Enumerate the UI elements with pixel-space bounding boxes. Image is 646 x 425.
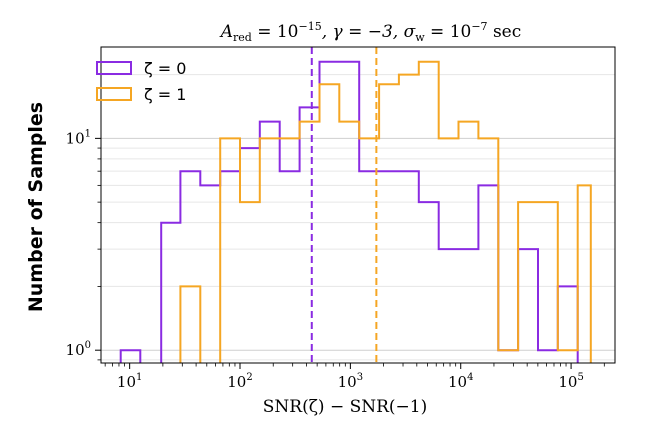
series-0-histogram-step <box>119 60 579 363</box>
y-tick-base: 10 <box>66 341 85 359</box>
x-tick-exp: 1 <box>136 372 142 383</box>
plot-frame <box>100 46 616 364</box>
legend: ζ = 0 ζ = 1 <box>96 59 186 104</box>
y-tick-label: 101 <box>66 128 91 147</box>
title-a-exp: −15 <box>299 20 322 33</box>
title-unit: sec <box>488 22 522 42</box>
y-tick-label: 100 <box>66 340 91 359</box>
x-tick-label: 102 <box>227 372 252 391</box>
title-eq1: = 10 <box>252 22 299 42</box>
x-tick-base: 10 <box>558 373 577 391</box>
title-a-symbol: A <box>219 22 233 42</box>
x-tick-exp: 3 <box>357 372 363 383</box>
series-layer <box>119 60 592 363</box>
title-a-sub: red <box>233 31 252 44</box>
legend-label-0: ζ = 0 <box>144 59 186 78</box>
x-tick-base: 10 <box>227 373 246 391</box>
x-tick-exp: 4 <box>467 372 473 383</box>
series-1-histogram-step <box>179 60 592 363</box>
x-tick-base: 10 <box>448 373 467 391</box>
x-tick-base: 10 <box>117 373 136 391</box>
x-tick-base: 10 <box>338 373 357 391</box>
legend-swatch-1 <box>96 87 132 101</box>
y-axis-label: Number of Samples <box>25 102 47 312</box>
x-axis-label: SNR(ζ) − SNR(−1) <box>263 397 428 417</box>
title-sigma-sub: w <box>415 31 425 44</box>
threshold-lines <box>310 47 378 363</box>
x-tick-label: 103 <box>338 372 363 391</box>
chart-title: Ared = 10−15, γ = −3, σw = 10−7 sec <box>219 20 522 44</box>
y-tick-exp: 1 <box>85 128 91 139</box>
x-tick-exp: 5 <box>577 372 583 383</box>
y-tick-exp: 0 <box>85 340 91 351</box>
x-tick-label: 105 <box>558 372 583 391</box>
series-0-bars <box>119 60 579 363</box>
legend-label-1: ζ = 1 <box>144 85 186 104</box>
x-tick-label: 101 <box>117 372 142 391</box>
title-eq2: = 10 <box>425 22 472 42</box>
y-tick-base: 10 <box>66 129 85 147</box>
x-tick-label: 104 <box>448 372 473 391</box>
title-gamma-part: , γ = −3, σ <box>322 22 416 42</box>
title-sigma-exp: −7 <box>471 20 487 33</box>
x-tick-exp: 2 <box>246 372 252 383</box>
series-1-bars <box>179 60 592 363</box>
legend-swatch-0 <box>96 61 132 75</box>
